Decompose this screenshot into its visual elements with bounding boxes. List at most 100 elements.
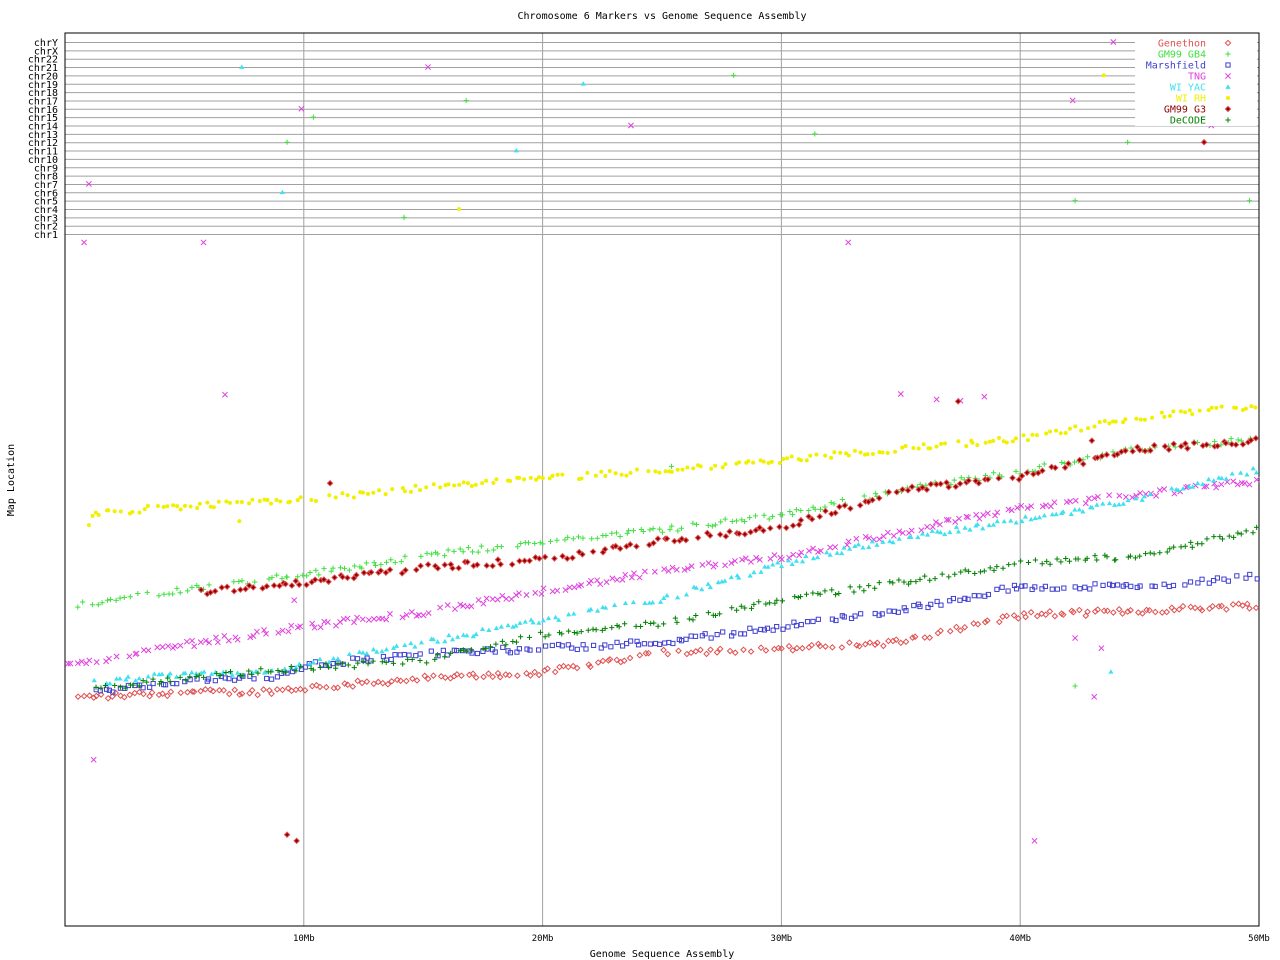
data-point — [913, 579, 919, 585]
data-point — [249, 584, 257, 591]
data-point — [630, 528, 637, 534]
data-point — [1065, 460, 1072, 467]
data-point — [311, 576, 319, 583]
data-point — [738, 603, 744, 609]
data-point — [254, 691, 261, 699]
data-point — [934, 444, 939, 449]
legend-background — [1135, 36, 1257, 126]
data-point — [403, 611, 410, 618]
data-point — [919, 484, 926, 491]
data-point — [132, 677, 139, 683]
data-point — [526, 634, 533, 641]
data-point — [693, 585, 699, 590]
data-point — [379, 648, 385, 654]
data-point — [851, 589, 857, 595]
data-point — [218, 584, 226, 591]
data-point — [1195, 580, 1201, 586]
data-point — [86, 657, 93, 664]
data-point — [197, 501, 202, 506]
data-point — [1028, 503, 1035, 510]
data-point — [619, 472, 624, 477]
data-point — [671, 537, 678, 545]
data-point — [220, 687, 227, 694]
data-point — [346, 567, 353, 573]
data-point — [1120, 583, 1126, 589]
data-point — [522, 477, 527, 482]
data-point — [1238, 470, 1244, 475]
data-point — [902, 638, 910, 645]
data-point — [197, 586, 205, 594]
data-point — [707, 646, 714, 653]
data-point — [183, 638, 190, 645]
data-point — [1229, 471, 1235, 476]
data-point — [588, 577, 594, 584]
data-point — [478, 543, 484, 549]
data-point — [528, 475, 533, 480]
data-point — [359, 565, 365, 571]
data-point — [346, 651, 353, 657]
data-point — [185, 588, 191, 594]
data-point — [841, 545, 847, 550]
data-point — [255, 670, 261, 676]
data-point — [587, 663, 594, 671]
data-point — [340, 661, 346, 667]
data-point — [924, 523, 931, 530]
data-point — [174, 585, 180, 591]
data-point — [1219, 475, 1225, 481]
data-point — [890, 532, 897, 539]
data-point — [390, 645, 397, 650]
data-point — [785, 557, 791, 563]
data-point — [608, 644, 614, 650]
data-point — [918, 527, 925, 534]
data-point — [182, 670, 188, 675]
data-point — [1039, 561, 1045, 567]
chr-tick-label: chr18 — [28, 88, 58, 99]
data-point — [543, 643, 549, 649]
data-point — [195, 506, 200, 511]
data-point — [1075, 556, 1081, 562]
data-point — [977, 569, 984, 575]
data-point — [697, 646, 704, 654]
data-point — [326, 664, 332, 670]
data-point — [899, 486, 906, 493]
data-point — [402, 553, 408, 559]
data-point — [85, 180, 92, 187]
data-point — [1019, 583, 1025, 589]
data-point — [628, 574, 635, 581]
data-point — [1223, 476, 1229, 481]
data-point — [1238, 531, 1244, 537]
data-point — [630, 599, 637, 605]
data-point — [313, 567, 319, 573]
data-point — [400, 661, 406, 667]
chr-tick-label: chr14 — [28, 122, 58, 133]
data-point — [817, 591, 823, 597]
data-point — [74, 660, 81, 667]
data-point — [158, 678, 164, 685]
data-point — [1219, 404, 1224, 409]
data-point — [279, 686, 286, 694]
data-point — [674, 594, 681, 600]
data-point — [1106, 500, 1113, 506]
data-point — [893, 488, 901, 496]
data-point — [981, 393, 988, 400]
data-point — [1243, 600, 1251, 608]
data-point — [434, 565, 442, 572]
data-point — [862, 533, 869, 540]
data-point — [125, 674, 131, 679]
data-point — [1152, 583, 1158, 590]
legend-label: GM99 GB4 — [1158, 50, 1206, 61]
data-point — [992, 512, 999, 519]
data-point — [942, 531, 948, 537]
data-point — [876, 612, 882, 618]
data-point — [961, 623, 969, 631]
chr-tick-label: chr9 — [34, 163, 58, 174]
data-point — [844, 542, 851, 548]
data-point — [1033, 612, 1041, 620]
data-point — [479, 626, 486, 632]
data-point — [1091, 693, 1098, 700]
data-point — [1141, 447, 1149, 455]
data-point — [770, 627, 776, 633]
data-point — [351, 495, 356, 500]
data-point — [934, 598, 940, 605]
data-point — [1241, 480, 1248, 487]
